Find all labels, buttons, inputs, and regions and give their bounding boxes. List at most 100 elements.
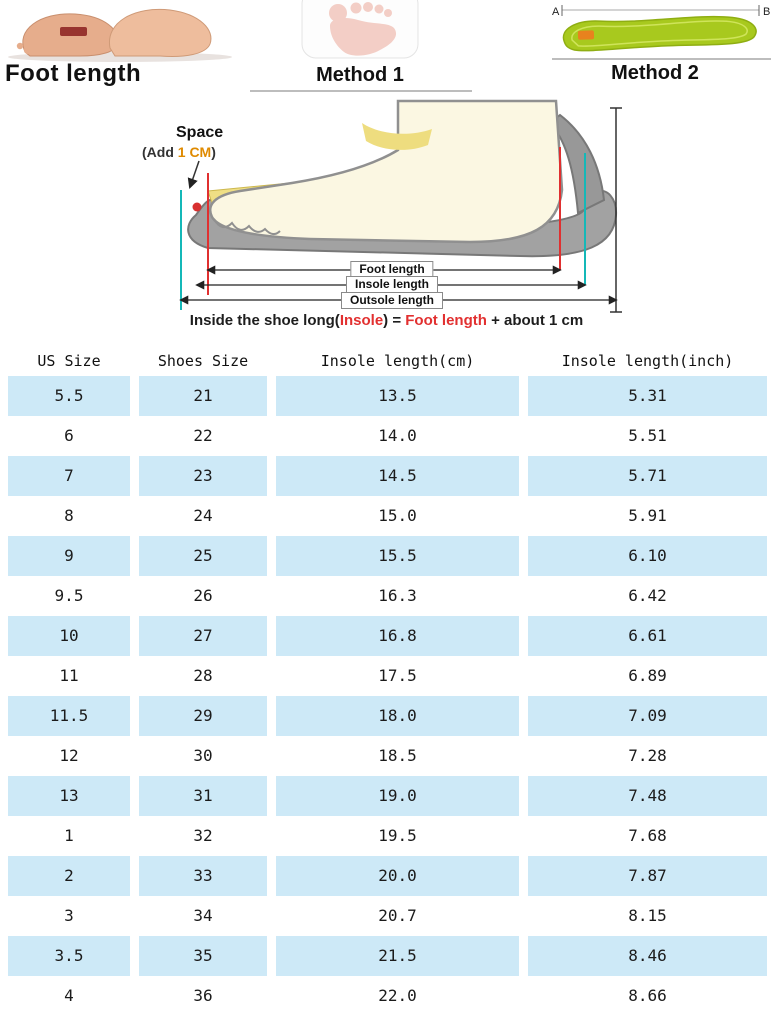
caption-foot-length: Foot length — [405, 312, 487, 329]
table-cell: 5.91 — [628, 506, 667, 525]
method1-divider — [250, 90, 472, 92]
table-cell: 16.3 — [378, 586, 417, 605]
table-cell: 4 — [64, 986, 74, 1005]
table-cell: 7 — [8, 456, 130, 496]
table-cell: 7.28 — [628, 746, 667, 765]
table-cell: 5.51 — [628, 426, 667, 445]
table-row: 8 24 15.0 5.91 — [0, 496, 773, 536]
table-cell: 1 — [64, 826, 74, 845]
table-row: 3 34 20.7 8.15 — [0, 896, 773, 936]
method1-heading: Method 1 — [316, 64, 404, 86]
table-cell: 7.09 — [528, 696, 767, 736]
size-table: US Size Shoes Size Insole length(cm) Ins… — [0, 345, 773, 1016]
table-row: 5.5 21 13.5 5.31 — [0, 376, 773, 416]
table-cell: 15.0 — [378, 506, 417, 525]
caption-part1: Inside the shoe long( — [189, 312, 340, 329]
table-cell: 7.87 — [528, 856, 767, 896]
table-cell: 35 — [139, 936, 267, 976]
table-row: 11.5 29 18.0 7.09 — [0, 696, 773, 736]
outsole-length-measure-label: Outsole length — [341, 292, 443, 309]
shoe-outline — [187, 99, 618, 258]
table-cell: 8 — [64, 506, 74, 525]
table-row: 3.5 35 21.5 8.46 — [0, 936, 773, 976]
insole-marker-b: B — [763, 6, 770, 18]
column-header-insole-inch: Insole length(inch) — [561, 351, 734, 370]
table-cell: 6.61 — [528, 616, 767, 656]
space-add-value: 1 CM — [177, 144, 212, 160]
table-cell: 32 — [193, 826, 213, 845]
table-header-row: US Size Shoes Size Insole length(cm) Ins… — [0, 345, 773, 376]
table-cell: 17.5 — [378, 666, 417, 685]
table-cell: 8.66 — [628, 986, 667, 1005]
table-cell: 21 — [139, 376, 267, 416]
table-cell: 16.8 — [276, 616, 519, 656]
table-cell: 20.0 — [276, 856, 519, 896]
table-cell: 18.5 — [378, 746, 417, 765]
table-cell: 24 — [193, 506, 213, 525]
method2-divider — [552, 58, 771, 60]
measurement-lines — [179, 107, 622, 313]
table-cell: 5.31 — [528, 376, 767, 416]
table-cell: 9 — [8, 536, 130, 576]
table-cell: 11.5 — [8, 696, 130, 736]
table-cell: 12 — [59, 746, 79, 765]
table-cell: 5.5 — [8, 376, 130, 416]
table-row: 11 28 17.5 6.89 — [0, 656, 773, 696]
table-cell: 22 — [193, 426, 213, 445]
insole-graphic: A B — [552, 5, 770, 52]
column-header-shoes-size: Shoes Size — [157, 351, 249, 370]
space-add-label: (Add 1 CM) — [142, 144, 216, 160]
table-cell: 13 — [8, 776, 130, 816]
table-cell: 6.10 — [528, 536, 767, 576]
footprint-graphic — [301, 0, 419, 59]
table-cell: 7.68 — [628, 826, 667, 845]
table-cell: 3 — [64, 906, 74, 925]
table-cell: 22.0 — [378, 986, 417, 1005]
table-cell: 15.5 — [276, 536, 519, 576]
table-row: 10 27 16.8 6.61 — [0, 616, 773, 656]
table-row: 2 33 20.0 7.87 — [0, 856, 773, 896]
table-cell: 31 — [139, 776, 267, 816]
table-cell: 6.42 — [628, 586, 667, 605]
table-cell: 28 — [193, 666, 213, 685]
table-cell: 21.5 — [276, 936, 519, 976]
table-cell: 9.5 — [54, 586, 84, 605]
table-cell: 14.5 — [276, 456, 519, 496]
table-cell: 8.15 — [628, 906, 667, 925]
method2-heading: Method 2 — [611, 62, 699, 84]
table-cell: 25 — [139, 536, 267, 576]
space-add-prefix: (Add — [142, 144, 178, 160]
table-row: 6 22 14.0 5.51 — [0, 416, 773, 456]
table-cell: 29 — [139, 696, 267, 736]
caption-part2: ) = — [383, 312, 406, 329]
table-cell: 11 — [59, 666, 79, 685]
foot-length-heading: Foot length — [5, 60, 142, 87]
feet-photo — [8, 8, 232, 62]
table-cell: 3.5 — [8, 936, 130, 976]
table-row: 1 32 19.5 7.68 — [0, 816, 773, 856]
table-cell: 6.89 — [628, 666, 667, 685]
table-cell: 30 — [193, 746, 213, 765]
table-cell: 8.46 — [528, 936, 767, 976]
space-label: Space — [176, 124, 224, 141]
table-cell: 10 — [8, 616, 130, 656]
table-cell: 20.7 — [378, 906, 417, 925]
column-header-insole-cm: Insole length(cm) — [320, 351, 475, 370]
table-cell: 6 — [64, 426, 74, 445]
insole-marker-a: A — [552, 6, 560, 18]
caption-part3: + about 1 cm — [486, 312, 584, 329]
table-cell: 5.71 — [528, 456, 767, 496]
size-table-body: 5.5 21 13.5 5.31 6 22 14.0 5.51 7 23 14.5 5.71 8 24 15… — [0, 376, 773, 1016]
table-row: 12 30 18.5 7.28 — [0, 736, 773, 776]
table-cell: 19.0 — [276, 776, 519, 816]
table-row: 4 36 22.0 8.66 — [0, 976, 773, 1016]
column-header-us-size: US Size — [37, 351, 101, 370]
table-cell: 14.0 — [378, 426, 417, 445]
table-row: 9.5 26 16.3 6.42 — [0, 576, 773, 616]
table-cell: 18.0 — [276, 696, 519, 736]
insole-length-measure-label: Insole length — [345, 276, 439, 293]
table-cell: 36 — [193, 986, 213, 1005]
table-row: 7 23 14.5 5.71 — [0, 456, 773, 496]
table-cell: 19.5 — [378, 826, 417, 845]
